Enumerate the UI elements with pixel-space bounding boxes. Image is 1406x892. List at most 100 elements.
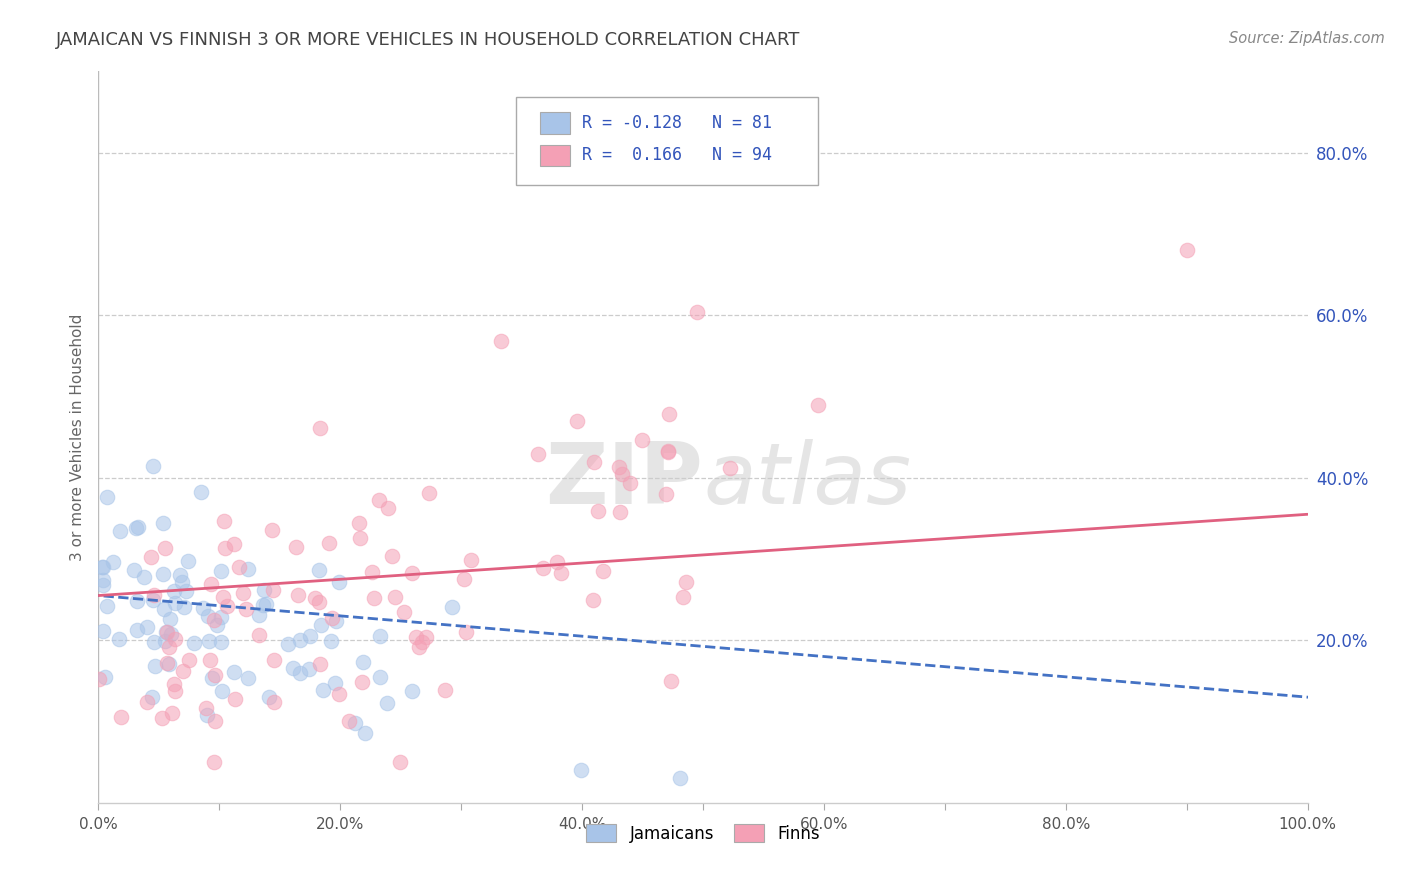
Bar [540,112,569,134]
Point [143,635,166,649]
Point [586,504,609,518]
Point [401,683,423,698]
Point [170,574,193,589]
Point [325,615,347,629]
Point [298,662,321,676]
Point [619,475,641,490]
Point [304,591,326,605]
Point [659,674,682,689]
Point [323,675,346,690]
Point [209,635,232,649]
Point [153,541,176,555]
Point [405,630,427,644]
Point [222,537,245,551]
Point [232,586,254,600]
Point [411,634,433,648]
Point [630,433,652,447]
Bar [540,145,569,167]
Point [157,640,180,655]
Point [343,715,366,730]
Point [654,486,676,500]
Point [350,675,373,690]
Point [142,459,165,474]
Point [152,601,174,615]
Point [169,568,191,582]
Point [91,559,114,574]
Point [363,591,385,605]
Point [260,523,283,537]
Point [415,630,437,644]
Point [132,570,155,584]
Point [191,600,214,615]
Point [381,549,404,563]
Point [143,588,166,602]
Point [207,618,229,632]
Point [375,696,398,710]
Point [262,583,284,598]
Point [157,657,180,671]
Point [368,629,391,643]
Point [204,667,226,681]
Point [361,565,384,579]
Point [583,455,606,469]
Point [159,612,181,626]
Point [198,653,221,667]
Point [460,553,482,567]
Point [136,695,159,709]
Point [91,574,114,588]
Point [675,575,697,590]
Point [718,461,741,475]
Point [277,637,299,651]
Point [263,652,285,666]
Point [156,624,179,639]
Point [263,695,285,709]
Point [550,566,572,580]
Point [433,683,456,698]
Point [141,690,163,704]
Point [657,444,679,458]
Text: Source: ZipAtlas.com: Source: ZipAtlas.com [1229,31,1385,46]
Point [136,620,159,634]
Point [143,659,166,673]
Point [607,459,630,474]
Point [253,582,276,597]
Point [110,710,132,724]
Point [195,701,218,715]
Point [668,772,690,786]
Point [198,633,221,648]
Point [657,445,679,459]
Text: atlas: atlas [703,440,911,523]
Point [569,763,592,777]
Point [108,524,131,538]
Point [142,593,165,607]
Point [384,590,406,604]
Point [209,564,232,578]
Point [658,407,681,421]
Point [159,627,181,641]
Point [204,714,226,729]
Text: ZIP: ZIP [546,440,703,523]
Point [312,683,335,698]
Point [321,633,343,648]
Point [212,514,235,528]
Point [328,575,350,590]
Point [353,725,375,739]
Point [807,398,830,412]
Point [235,601,257,615]
Point [440,599,463,614]
Point [309,617,332,632]
Point [152,567,174,582]
Point [165,684,187,698]
Legend: Jamaicans, Finns: Jamaicans, Finns [579,818,827,849]
Point [183,636,205,650]
Point [153,633,176,648]
Point [377,501,399,516]
Point [212,590,235,604]
Point [582,592,605,607]
Point [155,624,177,639]
Point [347,516,370,531]
Point [152,516,174,531]
Point [195,707,218,722]
Point [526,447,548,461]
Point [288,633,311,648]
